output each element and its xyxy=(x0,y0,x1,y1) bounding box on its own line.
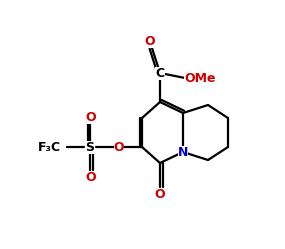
Text: OMe: OMe xyxy=(184,71,216,84)
Text: F₃C: F₃C xyxy=(37,140,60,153)
Text: O: O xyxy=(86,171,96,184)
Text: C: C xyxy=(155,66,164,79)
Text: O: O xyxy=(155,187,165,200)
Text: O: O xyxy=(114,140,124,153)
Text: N: N xyxy=(178,145,188,159)
Text: O: O xyxy=(86,111,96,124)
Text: O: O xyxy=(145,35,155,48)
Text: S: S xyxy=(86,140,95,153)
